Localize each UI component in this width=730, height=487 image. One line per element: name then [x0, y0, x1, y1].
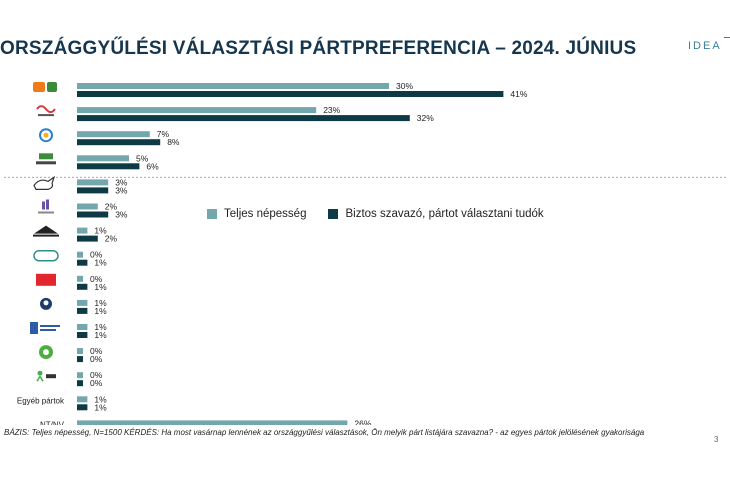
lmp-logo	[36, 370, 56, 382]
mszp-logo	[36, 273, 56, 286]
parbeszed-logo	[40, 297, 52, 310]
dk-logo	[39, 128, 53, 143]
bar-series-2	[77, 380, 83, 387]
data-label-series-2: 32%	[417, 113, 434, 123]
bar-series-1	[77, 299, 88, 306]
bar-series-1	[77, 348, 83, 355]
data-label-series-1: 1%	[94, 298, 107, 308]
bar-series-2	[77, 235, 98, 242]
tisza-part-logo	[36, 105, 56, 117]
data-label-series-2: 41%	[510, 89, 527, 99]
bar-series-1	[77, 372, 83, 379]
green-party-logo	[39, 345, 53, 360]
data-label-series-2: 1%	[94, 330, 107, 340]
jobbik-logo	[33, 249, 59, 262]
bar-series-1	[77, 275, 83, 282]
data-label-series-1: 3%	[115, 177, 128, 187]
data-label-series-1: 0%	[90, 250, 103, 260]
mindenki-magyarorszaga-logo	[30, 322, 60, 334]
bar-chart: 30%41%23%32%7%8%5%6%3%3%2%3%1%2%0%1%0%1%…	[4, 81, 726, 425]
data-label-series-2: 1%	[94, 282, 107, 292]
bar-series-1	[77, 203, 98, 210]
data-label-series-1: 1%	[94, 322, 107, 332]
bar-series-2	[77, 356, 83, 363]
data-label-series-2: 1%	[94, 306, 107, 316]
bar-series-1	[77, 179, 109, 186]
data-label-series-2: 1%	[94, 402, 107, 412]
bar-series-1	[77, 155, 129, 162]
bar-series-2	[77, 307, 88, 314]
bar-series-2	[77, 404, 88, 411]
fidesz-kdnp-logo	[33, 82, 57, 92]
momentum-logo	[38, 199, 54, 214]
legend-swatch-series-1	[207, 209, 217, 219]
bar-series-1	[77, 131, 150, 138]
bar-series-2	[77, 139, 161, 146]
chart-legend: Teljes népesség Biztos szavazó, pártot v…	[207, 208, 566, 220]
data-label-series-2: 2%	[105, 234, 118, 244]
category-label: Egyéb pártok	[17, 396, 65, 405]
mi-hazank-logo	[36, 153, 56, 165]
data-label-series-2: 3%	[115, 185, 128, 195]
mkkp-logo	[33, 175, 56, 190]
data-label-series-2: 3%	[115, 210, 128, 220]
data-label-series-1: 1%	[94, 394, 107, 404]
data-label-series-1: 5%	[136, 153, 149, 163]
legend-label-series-1: Teljes népesség	[224, 208, 307, 220]
data-label-series-2: 0%	[90, 378, 103, 388]
data-label-series-1: 7%	[157, 129, 170, 139]
data-label-series-2: 6%	[146, 161, 159, 171]
legend-swatch-series-2	[328, 209, 339, 219]
bar-series-2	[77, 91, 504, 97]
legend-label-series-2: Biztos szavazó, pártot választani tudók	[345, 208, 544, 220]
legend-item-series-2: Biztos szavazó, pártot választani tudók	[328, 208, 544, 220]
data-label-series-1: 0%	[90, 274, 103, 284]
data-label-series-2: 1%	[94, 258, 107, 268]
bar-series-2	[77, 332, 88, 338]
page-number: 3	[714, 435, 719, 444]
bar-series-2	[77, 187, 109, 194]
bar-series-1	[77, 324, 88, 330]
data-label-series-1: 26%	[354, 418, 371, 425]
bar-series-1	[77, 227, 88, 234]
bar-series-2	[77, 211, 109, 218]
bar-series-2	[77, 259, 88, 266]
data-label-series-1: 0%	[90, 346, 103, 356]
data-label-series-2: 8%	[167, 137, 180, 147]
page-title: ORSZÁGGYŰLÉSI VÁLASZTÁSI PÁRTPREFERENCIA…	[0, 38, 637, 59]
bar-series-2	[77, 283, 88, 290]
bar-series-2	[77, 163, 140, 170]
data-label-series-1: 0%	[90, 370, 103, 380]
category-label: NT/NV	[40, 420, 65, 425]
data-label-series-1: 23%	[323, 105, 340, 115]
bar-series-1	[77, 107, 317, 114]
magyar-kétfarkú-logo	[33, 225, 59, 237]
bar-series-2	[77, 115, 410, 122]
bar-series-1	[77, 83, 389, 89]
legend-item-series-1: Teljes népesség	[207, 208, 306, 220]
data-label-series-1: 2%	[105, 202, 118, 212]
data-label-series-1: 1%	[94, 226, 107, 236]
bar-series-1	[77, 251, 83, 258]
bar-series-1	[77, 396, 88, 403]
data-label-series-2: 0%	[90, 354, 103, 364]
data-label-series-1: 30%	[396, 81, 413, 91]
footnote: BÁZIS: Teljes népesség, N=1500 KÉRDÉS: H…	[4, 428, 645, 437]
bar-series-1	[77, 420, 348, 425]
